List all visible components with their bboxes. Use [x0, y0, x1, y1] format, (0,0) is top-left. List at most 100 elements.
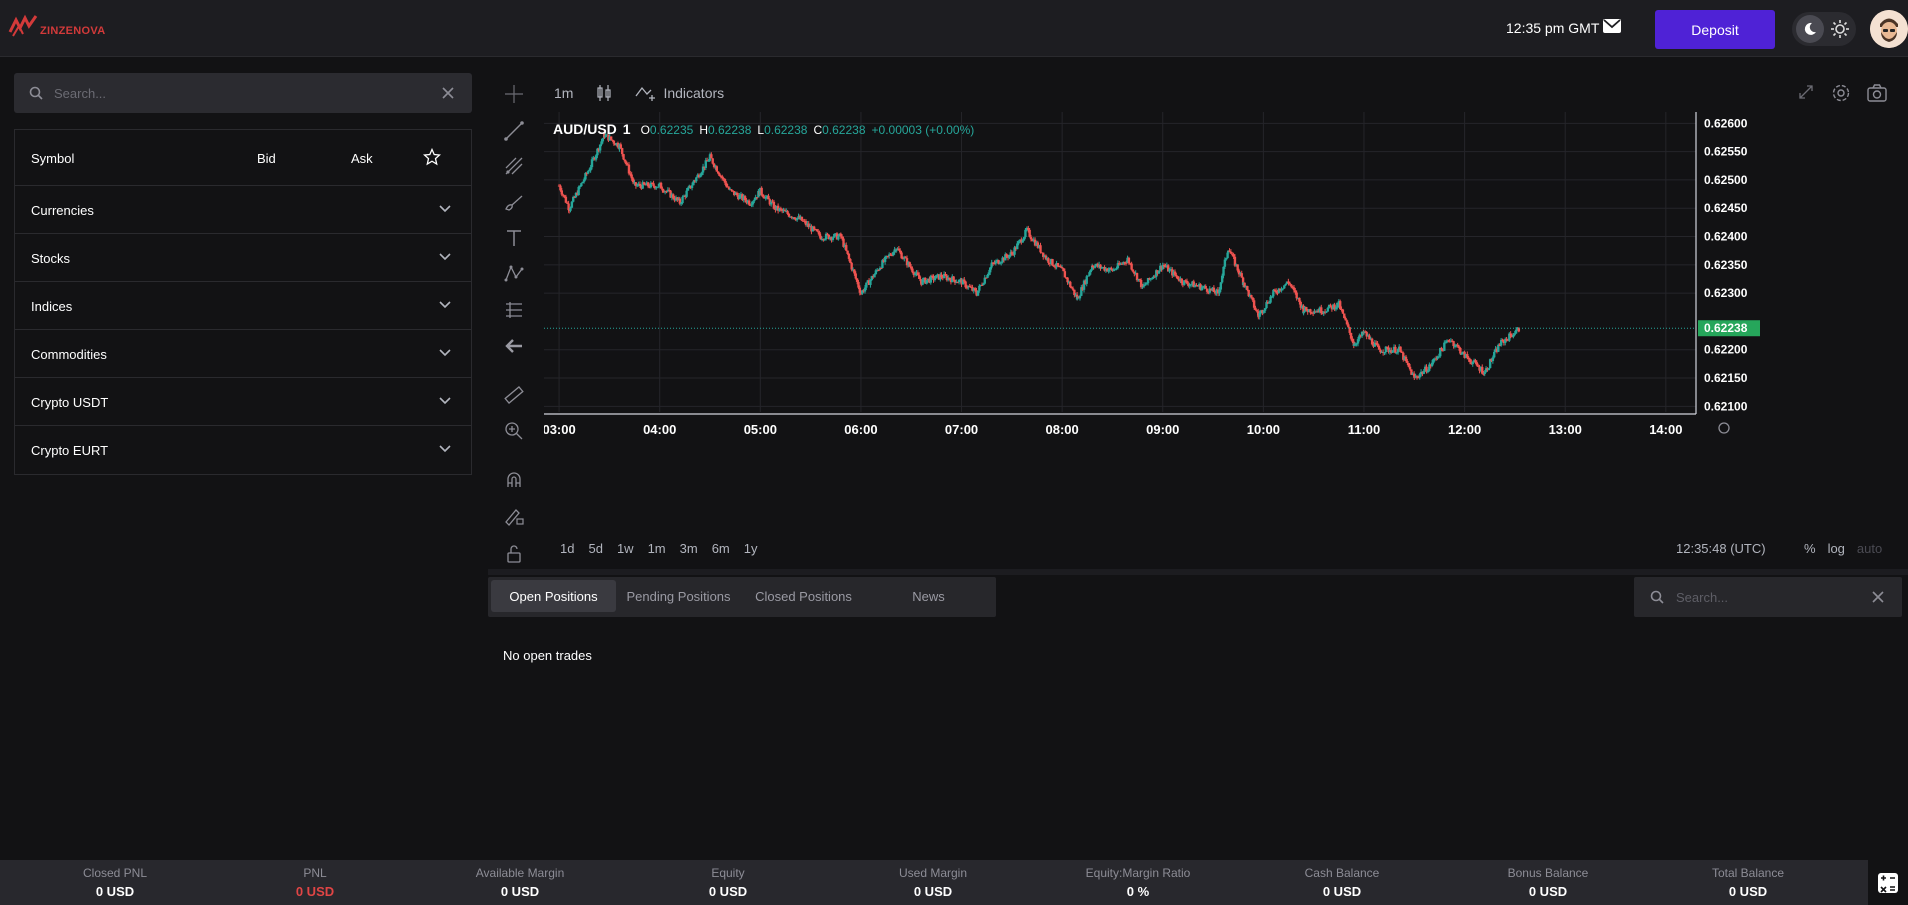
- candle: [1215, 289, 1218, 294]
- category-row[interactable]: Indices: [15, 282, 471, 330]
- range-5d[interactable]: 5d: [588, 541, 603, 556]
- candle: [1482, 373, 1485, 375]
- category-row[interactable]: Currencies: [15, 186, 471, 234]
- timeframe-selector[interactable]: 1m: [554, 85, 574, 101]
- candle: [949, 279, 953, 283]
- x-tick-label: 13:00: [1549, 422, 1582, 437]
- column-ask[interactable]: Ask: [351, 151, 373, 166]
- candle: [987, 272, 991, 275]
- zoom-in-icon[interactable]: [502, 419, 526, 443]
- tab-pending-positions[interactable]: Pending Positions: [626, 588, 731, 604]
- range-3m[interactable]: 3m: [679, 541, 698, 556]
- category-row[interactable]: Crypto EURT: [15, 426, 471, 474]
- chart-symbol[interactable]: AUD/USD: [553, 121, 617, 137]
- candle: [673, 198, 676, 201]
- ruler-icon[interactable]: [502, 383, 526, 407]
- theme-toggle[interactable]: [1792, 12, 1856, 46]
- camera-icon[interactable]: [1866, 82, 1888, 104]
- column-symbol[interactable]: Symbol: [31, 151, 75, 166]
- candle: [830, 237, 833, 240]
- brush-icon[interactable]: [502, 190, 526, 214]
- unlock-icon[interactable]: [502, 542, 526, 566]
- tab-open-positions[interactable]: Open Positions: [491, 580, 616, 612]
- auto-toggle[interactable]: auto: [1856, 541, 1883, 556]
- mail-icon[interactable]: [1603, 19, 1621, 33]
- utc-clock[interactable]: 12:35:48 (UTC): [1676, 541, 1766, 556]
- deposit-button[interactable]: Deposit: [1655, 10, 1775, 49]
- candle: [925, 280, 928, 284]
- candle: [712, 163, 716, 168]
- pitchfork-icon[interactable]: [502, 154, 526, 178]
- candle: [932, 275, 935, 281]
- star-icon[interactable]: [423, 148, 441, 166]
- candle: [1071, 288, 1075, 290]
- candle: [1049, 259, 1053, 265]
- candle: [1220, 275, 1224, 283]
- candle: [1025, 227, 1029, 230]
- candle: [710, 154, 713, 159]
- text-tool-icon[interactable]: [502, 226, 526, 250]
- candle: [1204, 286, 1207, 289]
- pattern-icon[interactable]: [502, 262, 526, 286]
- candle: [1273, 289, 1276, 291]
- category-row[interactable]: Stocks: [15, 234, 471, 282]
- indicators-button[interactable]: Indicators: [635, 84, 724, 102]
- log-toggle[interactable]: log: [1827, 541, 1845, 556]
- candle: [730, 189, 733, 191]
- price-chart[interactable]: 03:00 04:00 05:00 06:00 07:00 08:00 09:00 10:00…: [544, 112, 1846, 502]
- candle: [598, 144, 602, 151]
- candle-type-icon[interactable]: [595, 84, 613, 102]
- candle: [854, 273, 857, 279]
- candle: [1020, 239, 1023, 243]
- magnet-icon[interactable]: [502, 468, 526, 492]
- candle: [1323, 311, 1327, 313]
- candle: [815, 229, 819, 232]
- candle: [593, 157, 596, 160]
- candle: [681, 196, 684, 204]
- crosshair-icon[interactable]: [502, 82, 526, 106]
- column-bid[interactable]: Bid: [257, 151, 276, 166]
- candle: [714, 166, 717, 168]
- candle: [1052, 265, 1056, 267]
- range-6m[interactable]: 6m: [711, 541, 730, 556]
- candle: [686, 187, 690, 191]
- axis-settings-icon: [1718, 422, 1730, 434]
- avatar[interactable]: [1870, 10, 1908, 48]
- panel-resize-handle[interactable]: [488, 569, 1908, 575]
- candle: [971, 287, 974, 291]
- category-row[interactable]: Crypto USDT: [15, 378, 471, 426]
- tab-closed-positions[interactable]: Closed Positions: [755, 588, 852, 604]
- market-search-input[interactable]: [54, 73, 434, 113]
- candle: [1302, 305, 1305, 314]
- draw-lock-icon[interactable]: [502, 504, 526, 528]
- gear-icon[interactable]: [1830, 82, 1852, 104]
- candle: [794, 218, 797, 221]
- close-icon[interactable]: [1872, 591, 1884, 603]
- range-1w[interactable]: 1w: [616, 541, 634, 556]
- range-1m[interactable]: 1m: [647, 541, 666, 556]
- forecast-icon[interactable]: [502, 298, 526, 322]
- trend-line-icon[interactable]: [502, 119, 526, 143]
- candle: [1395, 352, 1398, 354]
- close-icon[interactable]: [442, 87, 454, 99]
- calculator-button[interactable]: [1868, 860, 1908, 905]
- back-arrow-icon[interactable]: [502, 334, 526, 358]
- candle: [642, 182, 646, 185]
- brand-logo[interactable]: ZINZENOVA: [8, 14, 105, 38]
- category-row[interactable]: Commodities: [15, 330, 471, 378]
- percent-toggle[interactable]: %: [1804, 541, 1816, 556]
- candle: [580, 183, 583, 187]
- candle: [929, 275, 933, 283]
- range-1y[interactable]: 1y: [743, 541, 758, 556]
- change-value: +0.00003 (+0.00%): [871, 123, 975, 137]
- range-1d[interactable]: 1d: [560, 541, 575, 556]
- candle: [585, 173, 589, 175]
- tab-news[interactable]: News: [912, 588, 945, 604]
- candle: [757, 190, 760, 198]
- candle: [803, 220, 806, 222]
- candle: [1241, 277, 1245, 285]
- fullscreen-icon[interactable]: [1796, 82, 1816, 102]
- candle: [919, 278, 922, 282]
- positions-search-input[interactable]: [1676, 577, 1866, 617]
- candle: [636, 185, 639, 187]
